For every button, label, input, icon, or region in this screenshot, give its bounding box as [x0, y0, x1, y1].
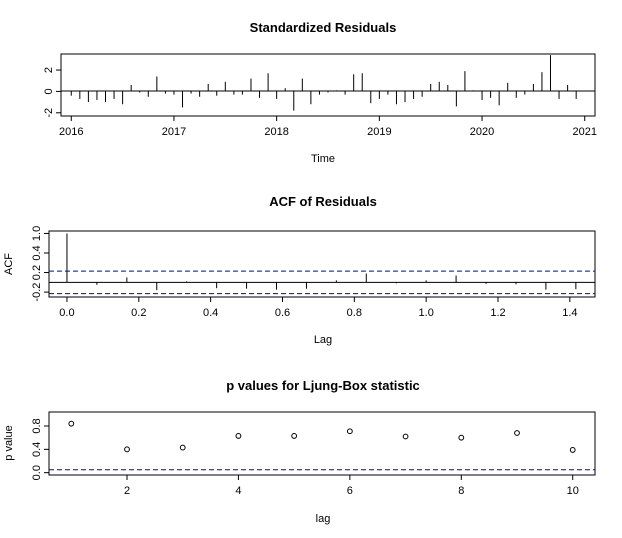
panel3-x-tick-label: 8: [458, 485, 464, 497]
panel3-x-axis: 2 4 6 8 10: [124, 475, 579, 497]
panel2-y-axis: -0.2 0.2 0.4 1.0: [31, 226, 49, 302]
panel1-x-label: Time: [311, 153, 335, 165]
panel2-title: ACF of Residuals: [269, 194, 377, 209]
pvalue-point: [569, 447, 576, 453]
panel-acf-of-residuals: ACF of Residuals 0.0 0.2 0.4 0.6 0.8 1.0 1.2 1.…: [3, 194, 596, 346]
pvalue-point: [458, 434, 465, 441]
panel2-x-tick-label: 0.0: [59, 307, 74, 319]
panel3-y-tick-label: 0.0: [31, 465, 43, 480]
panel2-x-tick-label: 1.4: [562, 307, 577, 319]
pvalue-point: [514, 430, 520, 436]
panel1-x-tick-label: 2019: [367, 126, 391, 138]
panel-standardized-residuals: Standardized Residuals 2016 2017 2018 2019 2…: [43, 20, 597, 165]
panel2-x-tick-label: 1.2: [490, 307, 505, 319]
panel2-x-tick-label: 0.6: [275, 307, 290, 319]
panel3-y-label: p value: [3, 425, 15, 460]
panel1-x-tick-label: 2021: [572, 126, 596, 138]
panel1-x-axis: 2016 2017 2018 2019 2020 2021: [59, 116, 597, 138]
panel3-pvalue-points: [68, 420, 576, 453]
panel1-y-tick-label: 0: [43, 88, 55, 94]
panel2-x-tick-label: 0.8: [347, 307, 362, 319]
panel1-title: Standardized Residuals: [250, 20, 397, 35]
panel2-y-tick-label: 0.4: [31, 245, 43, 260]
panel2-x-tick-label: 1.0: [419, 307, 434, 319]
panel1-x-tick-label: 2016: [59, 126, 83, 138]
panel3-y-tick-label: 0.8: [31, 418, 43, 433]
panel1-y-tick-label: 2: [43, 67, 55, 73]
panel1-y-tick-label: -2: [43, 108, 55, 118]
panel1-y-axis: -2 0 2: [43, 67, 61, 118]
panel2-plot-box: [48, 230, 596, 298]
panel3-plot-box: [48, 411, 596, 476]
pvalue-point: [124, 446, 130, 453]
panel2-y-tick-label: 1.0: [31, 226, 43, 241]
panel3-y-axis: 0.0 0.4 0.8: [31, 418, 49, 480]
panel1-x-tick-label: 2020: [470, 126, 494, 138]
panel3-title: p values for Ljung-Box statistic: [226, 378, 420, 393]
panel1-x-tick-label: 2017: [162, 126, 186, 138]
panel2-y-tick-label: 0.2: [31, 265, 43, 280]
pvalue-point: [179, 444, 186, 451]
panel-ljung-box-pvalues: p values for Ljung-Box statistic 2 4 6 8 10 …: [3, 378, 596, 525]
pvalue-point: [402, 433, 409, 440]
panel3-x-tick-label: 6: [347, 485, 353, 497]
panel3-x-tick-label: 2: [124, 485, 130, 497]
pvalue-point: [346, 428, 353, 435]
panel2-y-tick-label: -0.2: [31, 283, 43, 302]
panel2-y-label: ACF: [3, 253, 15, 275]
panel1-x-tick-label: 2018: [264, 126, 288, 138]
panel3-y-tick-label: 0.4: [31, 442, 43, 457]
pvalue-point: [291, 433, 298, 439]
panel2-x-tick-label: 0.2: [131, 307, 146, 319]
panel1-residual-bars: [70, 55, 577, 111]
pvalue-point: [235, 433, 242, 439]
panel2-x-label: Lag: [314, 334, 332, 346]
panel2-x-tick-label: 0.4: [203, 307, 218, 319]
panel3-x-tick-label: 4: [235, 485, 241, 497]
panel2-x-axis: 0.0 0.2 0.4 0.6 0.8 1.0 1.2 1.4: [59, 297, 578, 319]
pvalue-point: [68, 420, 75, 427]
panel3-x-label: lag: [316, 513, 331, 525]
panel2-confidence-bands: [49, 270, 595, 295]
panel2-acf-bars: [49, 233, 595, 291]
panel3-x-tick-label: 10: [567, 485, 579, 497]
panel1-plot-box: [60, 53, 596, 117]
